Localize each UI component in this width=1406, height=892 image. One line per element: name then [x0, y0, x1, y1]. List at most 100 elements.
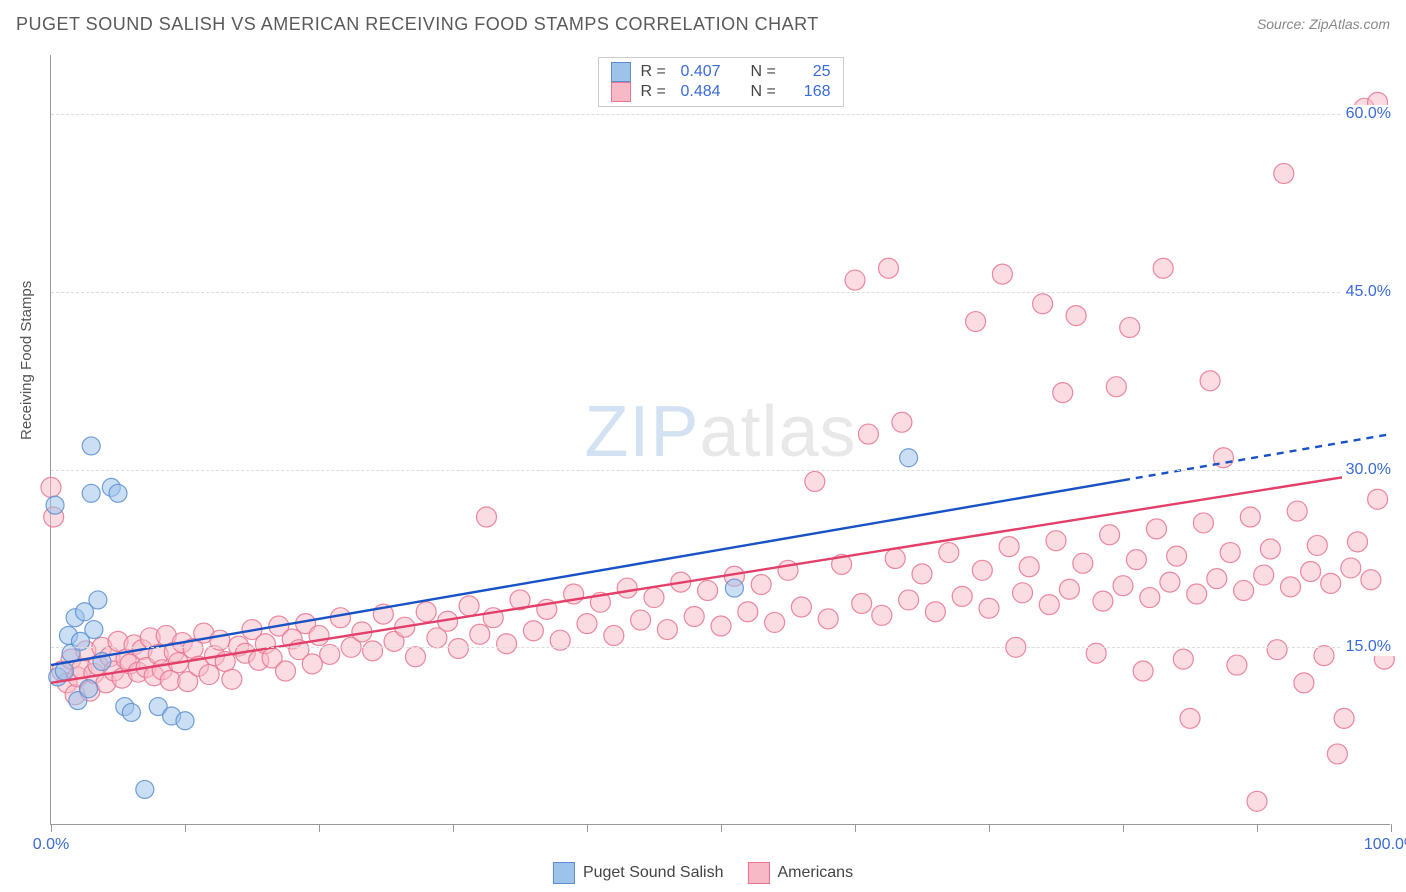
ytick-label: 45.0% — [1342, 283, 1395, 301]
xtick — [319, 824, 320, 832]
point-series2 — [448, 638, 468, 658]
xtick — [855, 824, 856, 832]
legend-n-value: 25 — [791, 63, 831, 81]
ytick-label: 60.0% — [1342, 105, 1395, 123]
scatter-svg — [51, 55, 1390, 824]
point-series2 — [791, 597, 811, 617]
point-series2 — [912, 564, 932, 584]
xtick — [587, 824, 588, 832]
point-series2 — [1294, 673, 1314, 693]
point-series2 — [1180, 708, 1200, 728]
point-series2 — [604, 625, 624, 645]
point-series2 — [999, 537, 1019, 557]
chart-header: PUGET SOUND SALISH VS AMERICAN RECEIVING… — [0, 0, 1406, 48]
ytick-label: 15.0% — [1342, 638, 1395, 656]
point-series2 — [1046, 531, 1066, 551]
xtick — [185, 824, 186, 832]
point-series2 — [1126, 550, 1146, 570]
point-series2 — [1153, 258, 1173, 278]
xtick — [989, 824, 990, 832]
point-series1 — [176, 712, 194, 730]
point-series2 — [1207, 569, 1227, 589]
point-series2 — [1260, 539, 1280, 559]
point-series1 — [900, 449, 918, 467]
point-series2 — [979, 598, 999, 618]
point-series2 — [1160, 572, 1180, 592]
chart-title: PUGET SOUND SALISH VS AMERICAN RECEIVING… — [16, 14, 819, 35]
point-series2 — [1073, 553, 1093, 573]
point-series2 — [765, 612, 785, 632]
legend-r-label: R = — [641, 83, 671, 101]
point-series2 — [523, 621, 543, 641]
trendline-series2 — [51, 470, 1391, 683]
point-series2 — [751, 575, 771, 595]
point-series2 — [852, 593, 872, 613]
point-series2 — [879, 258, 899, 278]
legend-r-value: 0.407 — [681, 63, 741, 81]
point-series2 — [1274, 163, 1294, 183]
point-series2 — [1348, 532, 1368, 552]
point-series1 — [82, 484, 100, 502]
point-series2 — [1321, 573, 1341, 593]
point-series1 — [122, 703, 140, 721]
point-series2 — [416, 602, 436, 622]
point-series2 — [1368, 489, 1388, 509]
point-series2 — [405, 647, 425, 667]
point-series2 — [1327, 744, 1347, 764]
point-series1 — [136, 780, 154, 798]
point-series2 — [925, 602, 945, 622]
point-series2 — [1100, 525, 1120, 545]
point-series2 — [1133, 661, 1153, 681]
point-series2 — [952, 586, 972, 606]
point-series2 — [644, 588, 664, 608]
point-series2 — [497, 634, 517, 654]
point-series2 — [805, 471, 825, 491]
point-series2 — [1086, 643, 1106, 663]
point-series2 — [1227, 655, 1247, 675]
point-series2 — [1240, 507, 1260, 527]
point-series1 — [82, 437, 100, 455]
point-series2 — [1039, 595, 1059, 615]
point-series2 — [1173, 649, 1193, 669]
gridline — [51, 647, 1390, 648]
chart-plot-area: ZIPatlas R =0.407N =25R =0.484N =168 15.… — [50, 55, 1390, 825]
point-series2 — [1053, 383, 1073, 403]
point-series2 — [1220, 543, 1240, 563]
point-series2 — [1033, 294, 1053, 314]
xtick — [51, 824, 52, 832]
legend-r-label: R = — [641, 63, 671, 81]
legend-n-label: N = — [751, 63, 781, 81]
point-series2 — [657, 620, 677, 640]
point-series2 — [199, 665, 219, 685]
point-series2 — [1140, 588, 1160, 608]
xtick — [721, 824, 722, 832]
point-series2 — [363, 641, 383, 661]
point-series2 — [845, 270, 865, 290]
point-series2 — [1287, 501, 1307, 521]
point-series2 — [1361, 570, 1381, 590]
point-series2 — [41, 477, 61, 497]
point-series2 — [1066, 306, 1086, 326]
legend-swatch — [747, 862, 769, 884]
point-series2 — [302, 654, 322, 674]
legend-n-value: 168 — [791, 83, 831, 101]
point-series2 — [1147, 519, 1167, 539]
legend-swatch — [611, 62, 631, 82]
xtick-label: 100.0% — [1364, 836, 1406, 854]
point-series2 — [1106, 377, 1126, 397]
point-series2 — [858, 424, 878, 444]
correlation-legend: R =0.407N =25R =0.484N =168 — [598, 57, 844, 107]
point-series2 — [1167, 546, 1187, 566]
xtick — [1391, 824, 1392, 832]
point-series2 — [885, 548, 905, 568]
point-series2 — [698, 580, 718, 600]
legend-r-value: 0.484 — [681, 83, 741, 101]
point-series2 — [872, 605, 892, 625]
point-series2 — [818, 609, 838, 629]
point-series2 — [222, 669, 242, 689]
legend-row-series2: R =0.484N =168 — [611, 82, 831, 102]
point-series2 — [1019, 557, 1039, 577]
source-label: Source: ZipAtlas.com — [1257, 16, 1390, 32]
point-series2 — [966, 312, 986, 332]
point-series1 — [80, 680, 98, 698]
